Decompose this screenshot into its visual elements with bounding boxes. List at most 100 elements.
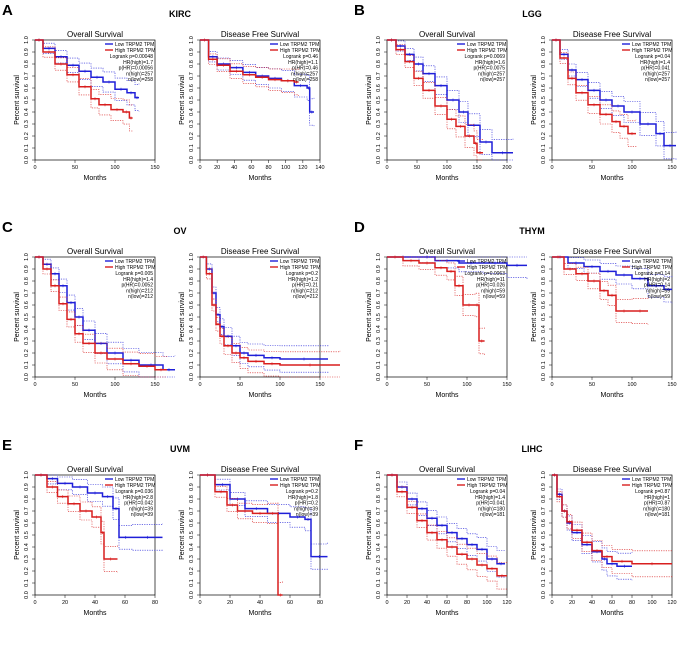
x-tick-label: 120 [502, 600, 511, 606]
legend-stat: HR(high)=2 [644, 277, 670, 283]
x-tick-label: 40 [589, 600, 595, 606]
legend-low-label: Low TRPM2 TPM [115, 42, 154, 48]
y-axis-label: Percent survival [531, 510, 538, 560]
x-axis-label: Months [601, 175, 624, 182]
y-tick-label: 0.5 [189, 96, 195, 104]
legend-high-label: High TRPM2 TPM [632, 48, 672, 54]
low-trpm2-curve [552, 474, 632, 567]
y-tick-label: 0.5 [541, 531, 547, 539]
legend-stat: HR(high)=2.8 [123, 495, 153, 501]
x-tick-label: 0 [198, 382, 201, 388]
y-tick-label: 0.2 [376, 567, 382, 575]
y-tick-label: 0.8 [541, 277, 547, 285]
x-tick-label: 100 [627, 382, 636, 388]
low-trpm2-curve [35, 474, 163, 539]
legend-stat: n(low)=258 [128, 77, 153, 83]
y-tick-label: 1.0 [376, 253, 382, 261]
legend-stat: n(high)=257 [478, 71, 505, 77]
y-tick-label: 1.0 [376, 36, 382, 44]
legend-stat: n(low)=181 [645, 512, 670, 518]
legend-stat: n(low)=257 [480, 77, 505, 83]
x-tick-label: 60 [287, 600, 293, 606]
x-tick-label: 20 [569, 600, 575, 606]
cancer-title: UVM [170, 444, 190, 454]
x-axis-label: Months [601, 392, 624, 399]
y-tick-label: 1.0 [189, 36, 195, 44]
x-tick-label: 150 [315, 382, 324, 388]
x-tick-label: 20 [62, 600, 68, 606]
y-tick-label: 0.9 [24, 483, 30, 491]
x-tick-label: 20 [404, 600, 410, 606]
legend-high-label: High TRPM2 TPM [280, 265, 320, 271]
y-tick-label: 0.7 [376, 72, 382, 80]
high-trpm2-ci-upper [552, 39, 637, 122]
high-trpm2-ci-upper [35, 474, 118, 547]
legend-stat: Logrank p=0.87 [635, 489, 670, 495]
low-trpm2-ci-upper [35, 256, 176, 357]
low-trpm2-ci-upper [35, 39, 140, 85]
y-tick-label: 0.5 [376, 96, 382, 104]
x-tick-label: 50 [72, 382, 78, 388]
x-tick-label: 80 [317, 600, 323, 606]
y-tick-label: 0.4 [24, 108, 30, 116]
high-trpm2-curve [35, 256, 167, 371]
panel-letter: F [354, 437, 363, 454]
y-tick-label: 1.0 [24, 36, 30, 44]
y-tick-label: 0.9 [24, 48, 30, 56]
legend-stat: n(low)=59 [483, 294, 505, 300]
y-tick-label: 0.2 [189, 567, 195, 575]
y-tick-label: 0.3 [189, 337, 195, 345]
legend-stat: p(HR)=0.21 [292, 283, 318, 289]
km-plot-overall: Overall Survival 0.0 0.1 0.2 0.3 0.4 0.5 0.6 0.7… [366, 247, 528, 399]
x-tick-label: 120 [298, 165, 307, 171]
y-axis-label: Percent survival [14, 75, 21, 125]
y-tick-label: 0.7 [541, 289, 547, 297]
y-tick-label: 1.0 [541, 36, 547, 44]
x-tick-label: 100 [110, 382, 119, 388]
y-tick-label: 0.4 [541, 543, 547, 551]
x-tick-label: 20 [227, 600, 233, 606]
y-axis-label: Percent survival [531, 75, 538, 125]
x-tick-label: 60 [122, 600, 128, 606]
low-trpm2-ci-lower [552, 474, 633, 581]
legend-stat: HR(high)=1.6 [475, 60, 505, 66]
y-tick-label: 0.5 [24, 313, 30, 321]
y-tick-label: 0.0 [376, 591, 382, 599]
cancer-title: OV [173, 226, 186, 236]
plot-title: Disease Free Survival [573, 465, 651, 474]
legend-high-label: High TRPM2 TPM [467, 265, 507, 271]
x-tick-label: 200 [502, 165, 511, 171]
y-tick-label: 0.6 [541, 519, 547, 527]
legend-stat: HR(high)=1.4 [123, 277, 153, 283]
y-tick-label: 0.9 [376, 48, 382, 56]
y-tick-label: 0.9 [189, 48, 195, 56]
km-plot-disease-free: Disease Free Survival 0.0 0.1 0.2 0.3 0.4 0.5 0… [179, 465, 328, 617]
y-tick-label: 0.2 [376, 132, 382, 140]
high-trpm2-ci-lower [552, 39, 637, 148]
x-tick-label: 60 [248, 165, 254, 171]
panel-f: F LIHC Overall Survival 0.0 0.1 0.2 0.3 0.4 0.5 0… [354, 437, 677, 617]
y-tick-label: 0.8 [376, 60, 382, 68]
y-tick-label: 0.3 [376, 555, 382, 563]
km-plot-disease-free: Disease Free Survival 0.0 0.1 0.2 0.3 0.4 0.5 0… [531, 465, 677, 617]
x-tick-label: 0 [550, 600, 553, 606]
legend-high-label: High TRPM2 TPM [115, 48, 155, 54]
y-tick-label: 0.1 [189, 144, 195, 152]
y-tick-label: 0.1 [541, 579, 547, 587]
legend-stat: Logrank p=0.04 [635, 54, 670, 60]
plot-title: Overall Survival [67, 465, 123, 474]
x-tick-label: 100 [482, 600, 491, 606]
km-plot-overall: Overall Survival 0.0 0.1 0.2 0.3 0.4 0.5 0.6 0.7… [14, 247, 176, 399]
y-tick-label: 0.2 [541, 132, 547, 140]
y-tick-label: 0.0 [24, 373, 30, 381]
y-tick-label: 0.4 [376, 543, 382, 551]
high-trpm2-ci-lower [200, 256, 340, 378]
y-tick-label: 0.8 [24, 495, 30, 503]
y-tick-label: 0.8 [189, 495, 195, 503]
legend-stat: n(high)=212 [126, 288, 153, 294]
y-tick-label: 0.6 [541, 84, 547, 92]
legend-stat: HR(high)=1.1 [288, 60, 318, 66]
km-plot-overall: Overall Survival 0.0 0.1 0.2 0.3 0.4 0.5 0.6 0.7… [366, 465, 512, 617]
y-tick-label: 0.2 [376, 349, 382, 357]
legend-low-label: Low TRPM2 TPM [632, 259, 671, 265]
